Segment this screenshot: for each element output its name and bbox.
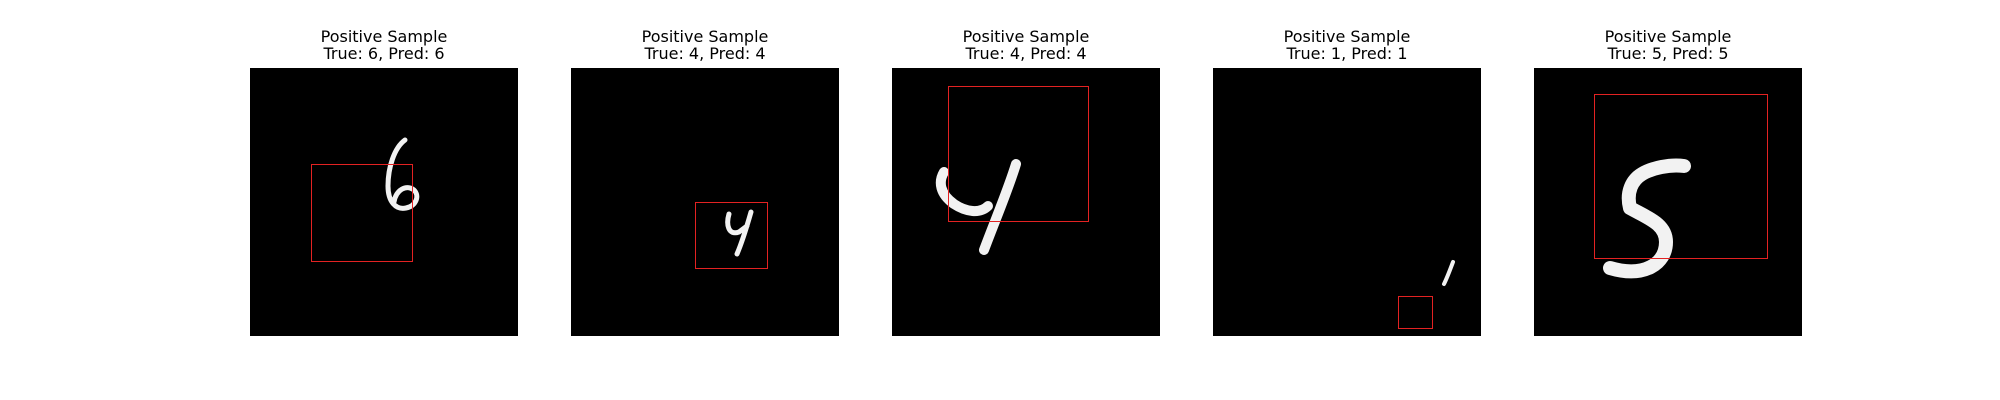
handwritten-digit-4-icon: [935, 159, 1021, 255]
sample-panel: Positive Sample True: 5, Pred: 5: [1534, 28, 1802, 338]
handwritten-digit-6-icon: [385, 137, 420, 211]
panel-title-line: Positive Sample: [962, 27, 1090, 46]
handwritten-digit-1-icon: [1442, 260, 1455, 286]
panel-title-line: Positive Sample: [1604, 27, 1732, 46]
sample-image: [892, 68, 1160, 336]
panel-title: Positive Sample True: 1, Pred: 1: [1213, 28, 1481, 62]
sample-image: [1534, 68, 1802, 336]
panel-title: Positive Sample True: 6, Pred: 6: [250, 28, 518, 62]
panel-label-line: True: 5, Pred: 5: [1607, 44, 1729, 63]
panel-label-line: True: 6, Pred: 6: [323, 44, 445, 63]
panel-label-line: True: 4, Pred: 4: [965, 44, 1087, 63]
handwritten-digit-4-icon: [725, 209, 754, 257]
bounding-box: [948, 86, 1089, 222]
sample-panel: Positive Sample True: 1, Pred: 1: [1213, 28, 1481, 338]
sample-panel: Positive Sample True: 6, Pred: 6: [250, 28, 518, 338]
panel-title-line: Positive Sample: [320, 27, 448, 46]
sample-image: [571, 68, 839, 336]
panel-title: Positive Sample True: 4, Pred: 4: [571, 28, 839, 62]
bounding-box: [1398, 296, 1433, 329]
sample-panel: Positive Sample True: 4, Pred: 4: [571, 28, 839, 338]
panel-label-line: True: 1, Pred: 1: [1286, 44, 1408, 63]
panel-title: Positive Sample True: 5, Pred: 5: [1534, 28, 1802, 62]
sample-panel: Positive Sample True: 4, Pred: 4: [892, 28, 1160, 338]
sample-image: [250, 68, 518, 336]
bounding-box: [311, 164, 413, 262]
sample-image: [1213, 68, 1481, 336]
panel-title-line: Positive Sample: [641, 27, 769, 46]
bounding-box: [695, 202, 768, 269]
bounding-box: [1594, 94, 1768, 259]
handwritten-digit-5-icon: [1603, 158, 1691, 279]
panel-title: Positive Sample True: 4, Pred: 4: [892, 28, 1160, 62]
panel-label-line: True: 4, Pred: 4: [644, 44, 766, 63]
panel-title-line: Positive Sample: [1283, 27, 1411, 46]
